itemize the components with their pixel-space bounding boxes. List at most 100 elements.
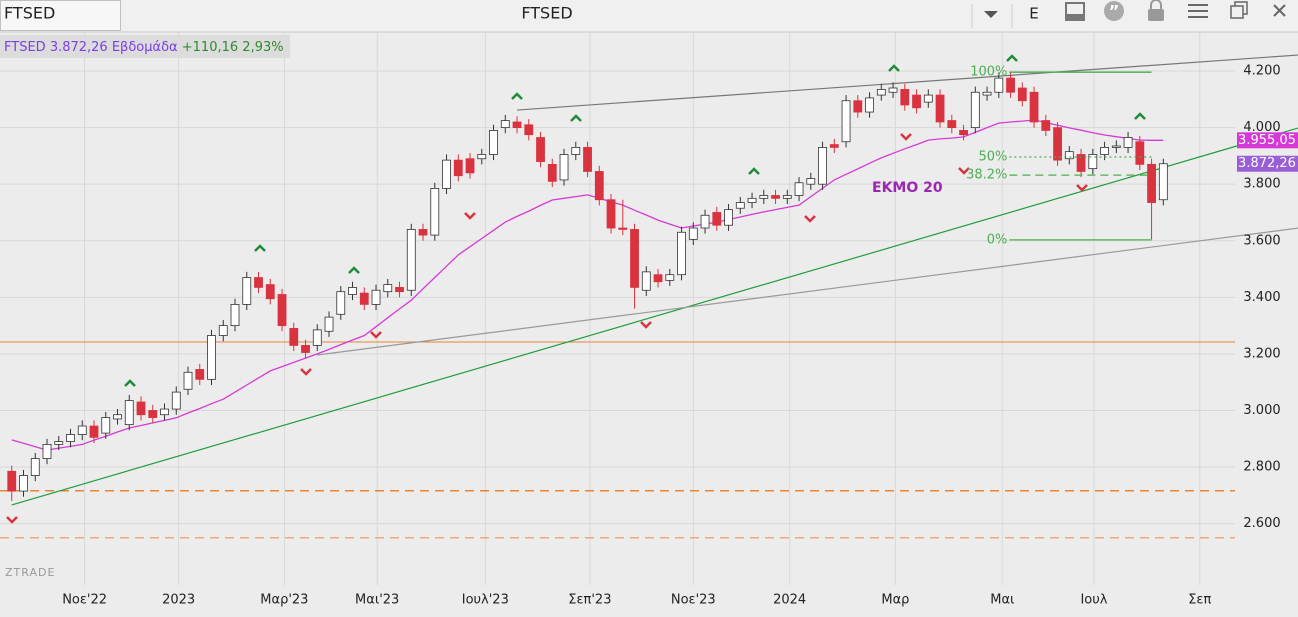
candle-body xyxy=(571,147,581,155)
ema-price-label: 3.955,05 xyxy=(1238,133,1296,148)
candle-body xyxy=(430,188,440,236)
fib-label: 50% xyxy=(978,150,1007,165)
candle-body xyxy=(1088,154,1098,170)
x-tick-label: Νοε'22 xyxy=(62,593,107,608)
x-tick-label: Μαρ'23 xyxy=(260,593,308,608)
candle-body xyxy=(418,229,428,236)
e-button[interactable]: E xyxy=(1029,5,1038,23)
candle-body xyxy=(970,91,980,129)
candle-body xyxy=(994,77,1004,93)
candle-body xyxy=(218,325,228,336)
candle-body xyxy=(148,410,158,418)
candle-body xyxy=(888,87,898,93)
candle-body xyxy=(712,212,722,226)
candle-body xyxy=(1064,151,1074,160)
lock-icon[interactable] xyxy=(1148,0,1164,21)
candle-body xyxy=(653,274,663,283)
candle-body xyxy=(242,277,252,305)
restore-icon[interactable] xyxy=(1230,1,1248,19)
candle-body xyxy=(30,458,40,476)
candle-body xyxy=(583,147,592,172)
candle-body xyxy=(865,97,874,113)
candle-body xyxy=(289,328,299,346)
candle-body xyxy=(794,182,804,196)
candle-body xyxy=(301,345,310,353)
chart-title: FTSED xyxy=(521,4,572,23)
candle-body xyxy=(477,154,487,160)
candle-body xyxy=(336,291,346,315)
y-tick-label: 4.000 xyxy=(1243,120,1280,135)
fractal-up xyxy=(348,266,360,274)
candle-body xyxy=(959,130,968,136)
candle-body xyxy=(500,120,510,129)
fractal-up xyxy=(570,114,582,122)
trendline xyxy=(11,127,1298,506)
ema-label: ΕΚΜΟ 20 xyxy=(872,180,943,196)
legend-change-pct: 2,93% xyxy=(242,40,283,55)
candle-body xyxy=(195,369,205,380)
x-tick-label: Νοε'23 xyxy=(671,593,716,608)
candle-body xyxy=(782,195,792,199)
close-icon[interactable] xyxy=(1273,4,1286,17)
y-tick-label: 3.400 xyxy=(1243,290,1280,305)
candle-body xyxy=(442,159,451,189)
fractal-down xyxy=(900,133,912,141)
candle-body xyxy=(912,94,921,109)
candle-body xyxy=(160,408,169,416)
x-axis-band xyxy=(0,585,1298,613)
fractal-down xyxy=(464,212,476,220)
toolbar xyxy=(0,0,1298,32)
candle-body xyxy=(1123,137,1133,148)
symbol-tab[interactable] xyxy=(0,0,121,31)
candle-body xyxy=(230,303,240,327)
candle-body xyxy=(124,400,134,426)
candle-body xyxy=(876,89,886,96)
candle-body xyxy=(935,94,945,123)
candle-body xyxy=(982,91,992,96)
candle-body xyxy=(841,100,851,143)
y-tick-label: 2.800 xyxy=(1243,460,1280,475)
fractal-down xyxy=(370,331,382,339)
candle-body xyxy=(371,289,381,305)
x-tick-label: 2024 xyxy=(773,593,806,608)
candle-body xyxy=(1076,154,1086,172)
menu-icon[interactable] xyxy=(1188,4,1208,18)
legend-symbol: FTSED xyxy=(4,40,46,55)
last-price-label: 3.872,26 xyxy=(1238,156,1296,171)
candle-body xyxy=(89,425,99,438)
last-price-box xyxy=(1237,155,1298,172)
candle-body xyxy=(1029,91,1039,123)
candle-body xyxy=(818,147,827,185)
candle-body xyxy=(771,195,780,199)
quote-icon[interactable]: ” xyxy=(1104,1,1124,21)
symbol-tab-text[interactable]: FTSED xyxy=(4,4,55,23)
x-tick-label: Ιουλ'23 xyxy=(462,593,509,608)
candle-body xyxy=(547,163,557,182)
legend-price: 3.872,26 xyxy=(50,40,108,55)
candle-body xyxy=(630,229,639,288)
candle-body xyxy=(1053,127,1062,161)
candle-body xyxy=(853,100,863,113)
y-tick-label: 4.200 xyxy=(1243,64,1280,79)
candle-body xyxy=(66,434,75,442)
candle-body xyxy=(171,391,181,410)
candle-body xyxy=(688,227,698,240)
fractal-down xyxy=(804,215,816,223)
candle-body xyxy=(254,277,263,288)
y-tick-label: 3.800 xyxy=(1243,177,1280,192)
candle-body xyxy=(1017,87,1027,102)
candle-body xyxy=(512,121,522,129)
panel-icon[interactable] xyxy=(1065,2,1085,21)
candle-body xyxy=(747,197,757,203)
fractal-up xyxy=(511,92,523,100)
candle-body xyxy=(312,329,322,346)
plot: ΕΚΜΟ 20 100% 50% 38.2% 0% xyxy=(0,32,1298,613)
candle-body xyxy=(724,209,733,226)
trendline xyxy=(516,54,1298,111)
candle-body xyxy=(113,414,122,420)
trendline xyxy=(317,227,1298,356)
candle-body xyxy=(489,130,498,155)
candle-body xyxy=(265,284,275,300)
dropdown-icon[interactable] xyxy=(984,11,998,18)
